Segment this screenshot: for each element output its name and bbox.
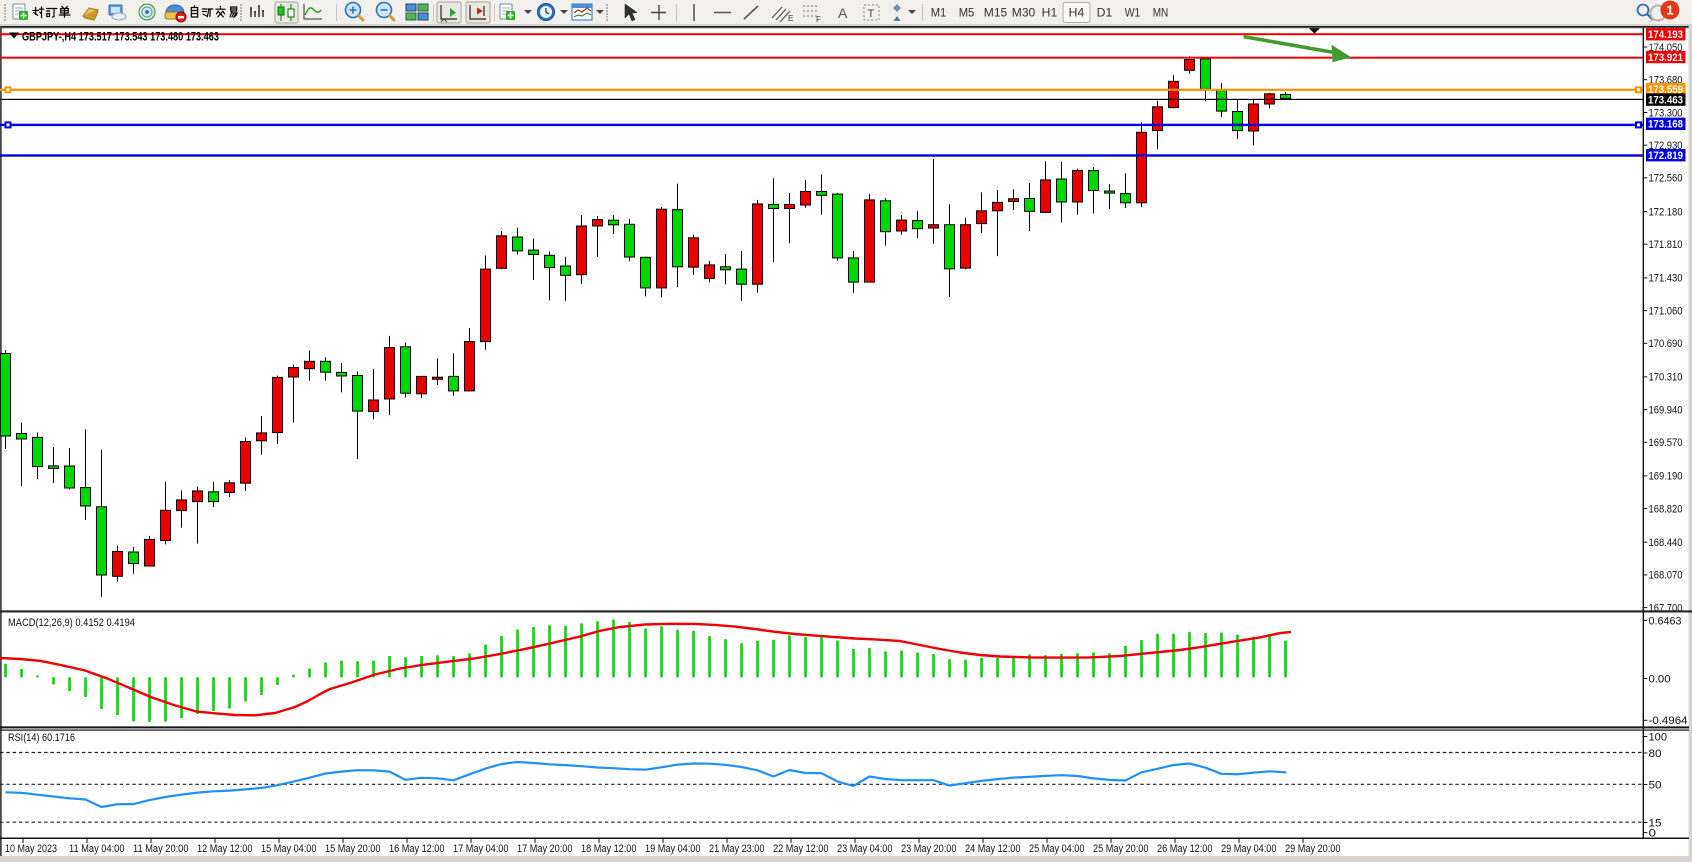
svg-text:169.190: 169.190	[1649, 471, 1683, 483]
svg-text:0.00: 0.00	[1649, 673, 1671, 685]
svg-text:12 May 12:00: 12 May 12:00	[197, 843, 253, 855]
svg-text:M5: M5	[959, 6, 975, 20]
svg-text:171.810: 171.810	[1649, 239, 1683, 251]
svg-text:172.819: 172.819	[1648, 150, 1683, 162]
svg-text:A: A	[838, 5, 848, 21]
svg-text:10 May 2023: 10 May 2023	[5, 843, 57, 855]
svg-text:80: 80	[1649, 748, 1662, 760]
svg-text:GBPJPY-,H4 173.517 173.543 17: GBPJPY-,H4 173.517 173.543 173.480 173.4…	[22, 32, 219, 44]
svg-text:167.700: 167.700	[1649, 602, 1683, 614]
svg-text:15: 15	[1649, 817, 1662, 829]
svg-text:25 May 04:00: 25 May 04:00	[1029, 843, 1085, 855]
svg-text:50: 50	[1649, 779, 1662, 791]
svg-text:M15: M15	[984, 6, 1008, 20]
svg-text:T: T	[868, 8, 875, 20]
svg-text:MACD(12,26,9) 0.4152 0.4194: MACD(12,26,9) 0.4152 0.4194	[8, 617, 135, 629]
svg-text:MN: MN	[1153, 6, 1169, 20]
svg-text:21 May 23:00: 21 May 23:00	[709, 843, 765, 855]
svg-text:E: E	[788, 14, 793, 23]
svg-text:H4: H4	[1069, 6, 1085, 20]
svg-text:173.921: 173.921	[1648, 52, 1683, 64]
svg-text:173.559: 173.559	[1648, 84, 1683, 96]
svg-text:25 May 20:00: 25 May 20:00	[1093, 843, 1149, 855]
svg-text:11 May 04:00: 11 May 04:00	[69, 843, 125, 855]
svg-text:11 May 20:00: 11 May 20:00	[133, 843, 189, 855]
svg-text:F: F	[816, 15, 821, 24]
svg-text:168.440: 168.440	[1649, 537, 1683, 549]
svg-text:-0.4964: -0.4964	[1649, 715, 1688, 727]
svg-text:22 May 12:00: 22 May 12:00	[773, 843, 829, 855]
svg-text:168.820: 168.820	[1649, 503, 1683, 515]
svg-text:17 May 20:00: 17 May 20:00	[517, 843, 573, 855]
svg-text:RSI(14) 60.1716: RSI(14) 60.1716	[8, 732, 75, 744]
svg-text:173.463: 173.463	[1648, 94, 1683, 106]
svg-text:170.310: 170.310	[1649, 372, 1683, 384]
svg-text:H1: H1	[1042, 6, 1058, 20]
svg-text:24 May 12:00: 24 May 12:00	[965, 843, 1021, 855]
svg-text:1: 1	[1666, 3, 1673, 18]
svg-text:171.060: 171.060	[1649, 305, 1683, 317]
svg-text:173.300: 173.300	[1649, 107, 1683, 119]
svg-text:172.560: 172.560	[1649, 173, 1683, 185]
svg-text:D1: D1	[1097, 6, 1113, 20]
svg-text:W1: W1	[1125, 6, 1141, 20]
svg-text:171.430: 171.430	[1649, 273, 1683, 285]
svg-text:26 May 12:00: 26 May 12:00	[1157, 843, 1213, 855]
svg-text:M30: M30	[1012, 6, 1036, 20]
svg-text:100: 100	[1649, 731, 1668, 743]
svg-text:168.070: 168.070	[1649, 570, 1683, 582]
svg-text:23 May 20:00: 23 May 20:00	[901, 843, 957, 855]
svg-text:172.180: 172.180	[1649, 206, 1683, 218]
svg-text:29 May 04:00: 29 May 04:00	[1221, 843, 1277, 855]
svg-text:23 May 04:00: 23 May 04:00	[837, 843, 893, 855]
svg-text:173.168: 173.168	[1648, 119, 1683, 131]
svg-text:15 May 04:00: 15 May 04:00	[261, 843, 317, 855]
svg-text:19 May 04:00: 19 May 04:00	[645, 843, 701, 855]
svg-text:16 May 12:00: 16 May 12:00	[389, 843, 445, 855]
svg-text:170.690: 170.690	[1649, 338, 1683, 350]
svg-text:169.940: 169.940	[1649, 404, 1683, 416]
svg-text:29 May 20:00: 29 May 20:00	[1285, 843, 1341, 855]
svg-text:17 May 04:00: 17 May 04:00	[453, 843, 509, 855]
svg-text:15 May 20:00: 15 May 20:00	[325, 843, 381, 855]
svg-text:169.570: 169.570	[1649, 437, 1683, 449]
svg-text:0: 0	[1649, 827, 1657, 839]
svg-text:M1: M1	[931, 6, 947, 20]
svg-text:0.6463: 0.6463	[1649, 615, 1682, 627]
svg-text:18 May 12:00: 18 May 12:00	[581, 843, 637, 855]
svg-text:174.193: 174.193	[1648, 29, 1683, 41]
